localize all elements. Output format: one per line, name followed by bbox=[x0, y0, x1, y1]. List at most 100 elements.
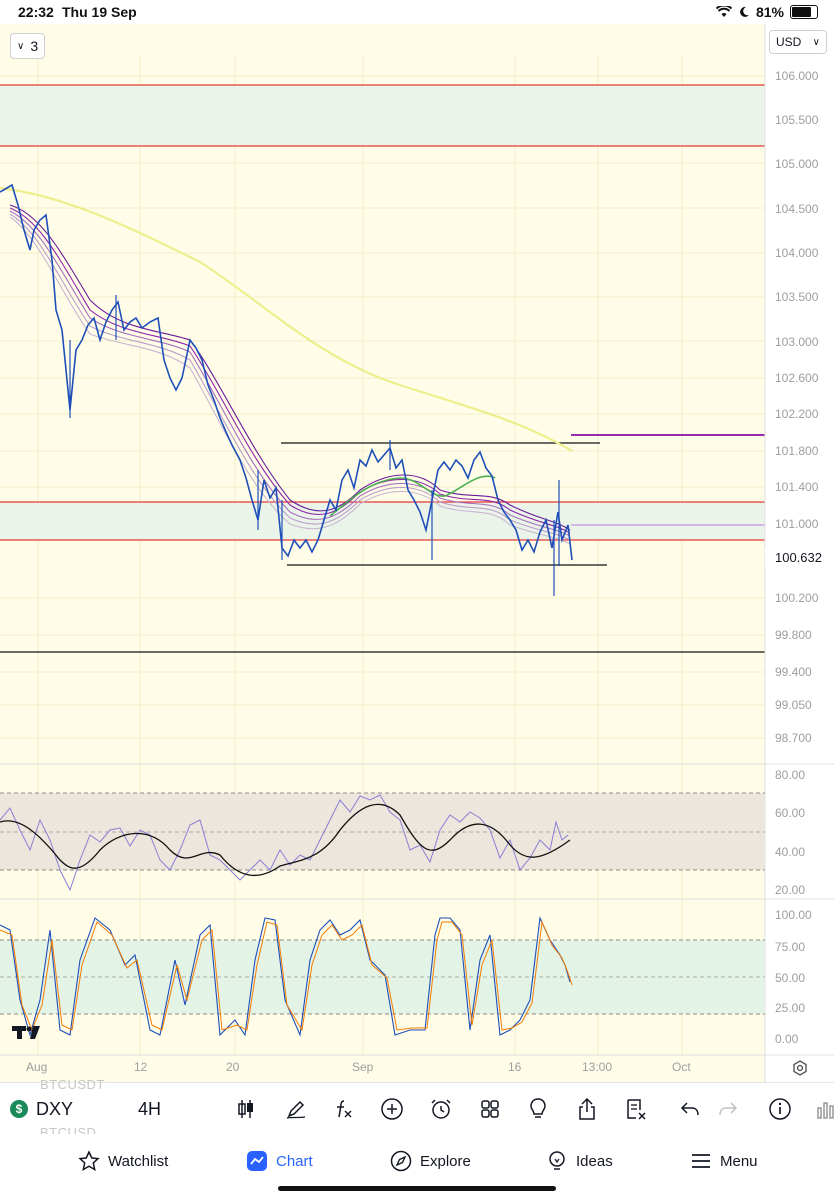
battery-percent: 81% bbox=[755, 4, 784, 20]
price-tick: 100.200 bbox=[775, 591, 819, 605]
price-tick: 101.800 bbox=[775, 444, 819, 458]
lightbulb-icon bbox=[549, 1151, 565, 1170]
nav-ideas[interactable]: Ideas bbox=[546, 1148, 613, 1174]
chart-canvas[interactable] bbox=[0, 24, 834, 1082]
price-tick: 99.050 bbox=[775, 698, 812, 712]
nav-watchlist[interactable]: Watchlist bbox=[78, 1148, 168, 1174]
nav-chart[interactable]: Chart bbox=[246, 1148, 313, 1174]
alarm-icon bbox=[431, 1099, 451, 1119]
currency-select[interactable]: USD ∨ bbox=[769, 30, 827, 54]
stoch-tick: 25.00 bbox=[775, 1001, 806, 1015]
fx-icon bbox=[337, 1100, 352, 1118]
current-price-label: 100.632 bbox=[775, 550, 822, 565]
nav-menu[interactable]: Menu bbox=[690, 1148, 758, 1174]
chart-settings-button[interactable] bbox=[790, 1058, 810, 1078]
clear-drawings-icon bbox=[627, 1099, 646, 1120]
chart-area[interactable]: ∨ 3 USD ∨ 106.000 105.500 105.000 104.50… bbox=[0, 24, 834, 1082]
time-axis[interactable]: Aug 12 20 Sep 16 13:00 Oct bbox=[0, 1057, 765, 1079]
ideas-tool-button[interactable] bbox=[524, 1093, 552, 1125]
time-tick: Sep bbox=[352, 1060, 374, 1074]
info-button[interactable] bbox=[766, 1093, 794, 1125]
info-icon bbox=[769, 1098, 791, 1120]
nav-ideas-label: Ideas bbox=[576, 1152, 613, 1170]
price-tick: 102.600 bbox=[775, 371, 819, 385]
lightbulb-icon bbox=[530, 1098, 546, 1118]
interval-badge[interactable]: ∨ 3 bbox=[10, 33, 46, 59]
stoch-tick: 50.00 bbox=[775, 971, 806, 985]
price-tick: 104.000 bbox=[775, 246, 819, 260]
rsi-tick: 60.00 bbox=[775, 806, 806, 820]
time-tick: 13:00 bbox=[582, 1060, 613, 1074]
rsi-tick: 80.00 bbox=[775, 768, 806, 782]
redo-icon bbox=[719, 1102, 738, 1116]
price-tick: 103.500 bbox=[775, 290, 819, 304]
indicators-button[interactable] bbox=[330, 1093, 358, 1125]
status-bar: 22:32 Thu 19 Sep 81% bbox=[0, 0, 834, 24]
pencil-icon bbox=[286, 1100, 306, 1119]
bar-chart-icon bbox=[817, 1102, 834, 1119]
chevron-down-icon: ∨ bbox=[812, 36, 820, 48]
clear-drawings-button[interactable] bbox=[622, 1093, 650, 1125]
star-icon bbox=[78, 1150, 100, 1171]
chart-icon bbox=[247, 1151, 267, 1171]
stoch-tick: 100.00 bbox=[775, 908, 812, 922]
price-tick: 103.000 bbox=[775, 335, 819, 349]
nav-explore-label: Explore bbox=[420, 1152, 471, 1170]
candles-icon bbox=[238, 1100, 253, 1118]
ghost-symbol-top: BTCUSDT bbox=[40, 1077, 105, 1092]
price-tick: 105.000 bbox=[775, 157, 819, 171]
rsi-tick: 40.00 bbox=[775, 845, 806, 859]
grid-icon bbox=[481, 1100, 499, 1118]
alert-button[interactable] bbox=[427, 1093, 455, 1125]
hamburger-menu-icon bbox=[692, 1154, 710, 1168]
chart-type-button[interactable] bbox=[232, 1093, 260, 1125]
price-tick: 98.700 bbox=[775, 731, 812, 745]
stoch-axis[interactable]: 100.00 75.00 50.00 25.00 0.00 bbox=[765, 906, 834, 1056]
layout-button[interactable] bbox=[476, 1093, 504, 1125]
price-axis[interactable]: 106.000 105.500 105.000 104.500 104.000 … bbox=[765, 24, 834, 764]
currency-label: USD bbox=[776, 35, 802, 49]
data-window-button[interactable] bbox=[812, 1093, 834, 1125]
status-time: 22:32 bbox=[18, 4, 54, 20]
share-button[interactable] bbox=[573, 1093, 601, 1125]
redo-button[interactable] bbox=[714, 1093, 742, 1125]
add-button[interactable] bbox=[378, 1093, 406, 1125]
time-tick: 20 bbox=[226, 1060, 240, 1074]
chart-toolbar: BTCUSDT BTCUSD $ DXY 4H bbox=[0, 1077, 834, 1140]
stoch-tick: 75.00 bbox=[775, 940, 806, 954]
time-tick: Aug bbox=[26, 1060, 48, 1074]
rsi-axis[interactable]: 80.00 60.00 40.00 20.00 bbox=[765, 766, 834, 897]
interval-button[interactable]: 4H bbox=[138, 1093, 161, 1125]
status-date: Thu 19 Sep bbox=[62, 4, 137, 20]
tradingview-logo-icon bbox=[12, 1026, 40, 1039]
nav-explore[interactable]: Explore bbox=[390, 1148, 471, 1174]
symbol-label: DXY bbox=[36, 1098, 74, 1119]
undo-icon bbox=[680, 1102, 699, 1116]
price-tick: 106.000 bbox=[775, 69, 819, 83]
price-tick: 104.500 bbox=[775, 202, 819, 216]
share-icon bbox=[579, 1097, 595, 1120]
stoch-tick: 0.00 bbox=[775, 1032, 799, 1046]
price-tick: 99.400 bbox=[775, 665, 812, 679]
interval-label: 4H bbox=[138, 1098, 162, 1119]
time-tick: Oct bbox=[672, 1060, 691, 1074]
chevron-down-icon: ∨ bbox=[17, 40, 25, 52]
drawing-tools-button[interactable] bbox=[282, 1093, 310, 1125]
undo-button[interactable] bbox=[676, 1093, 704, 1125]
symbol-button[interactable]: $ DXY bbox=[10, 1093, 73, 1125]
price-tick: 105.500 bbox=[775, 113, 819, 127]
home-indicator[interactable] bbox=[278, 1186, 556, 1191]
compass-icon bbox=[390, 1150, 412, 1172]
price-tick: 102.200 bbox=[775, 407, 819, 421]
rsi-tick: 20.00 bbox=[775, 883, 806, 897]
time-tick: 12 bbox=[134, 1060, 148, 1074]
interval-badge-label: 3 bbox=[30, 38, 39, 54]
price-tick: 99.800 bbox=[775, 628, 812, 642]
nav-watchlist-label: Watchlist bbox=[108, 1152, 169, 1170]
wifi-icon bbox=[715, 6, 732, 17]
time-tick: 16 bbox=[508, 1060, 522, 1074]
hexagon-settings-icon bbox=[793, 1060, 807, 1076]
price-tick: 101.000 bbox=[775, 517, 819, 531]
status-right: 81% bbox=[715, 4, 818, 20]
nav-chart-label: Chart bbox=[276, 1152, 313, 1170]
